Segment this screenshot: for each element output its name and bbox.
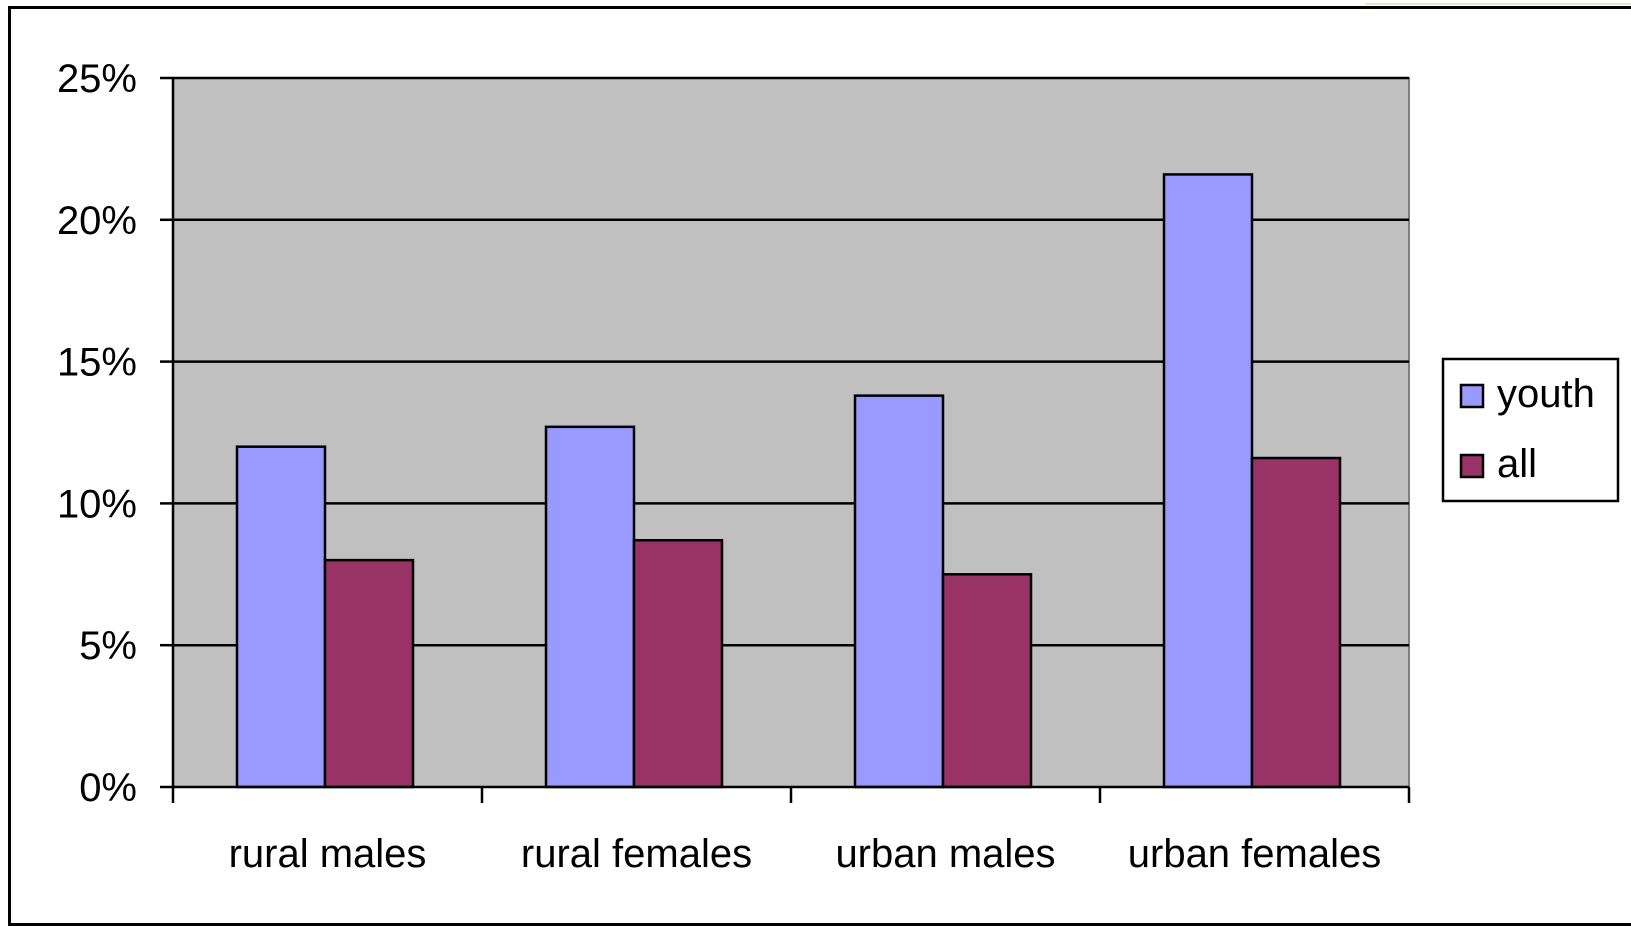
legend-box xyxy=(1441,357,1620,503)
legend: youth all xyxy=(1441,357,1620,503)
x-tick-labels: rural males rural females urban males urban… xyxy=(229,832,1382,876)
bars xyxy=(235,173,1342,789)
x-tick-label: urban females xyxy=(1128,832,1381,876)
x-tick-label: urban males xyxy=(835,832,1055,876)
legend-label-youth: youth xyxy=(1497,372,1595,416)
y-tick-label: 25% xyxy=(57,57,137,101)
bar-all xyxy=(941,573,1033,789)
bar-all xyxy=(632,539,724,789)
y-tick-label: 15% xyxy=(57,341,137,385)
y-tick-labels: 0% 5% 10% 15% 20% 25% xyxy=(57,57,137,810)
y-tick-label: 5% xyxy=(79,624,137,668)
bar-all xyxy=(323,558,415,789)
bar-youth xyxy=(853,394,945,789)
y-tick-label: 0% xyxy=(79,766,137,810)
y-tick-label: 20% xyxy=(57,199,137,243)
bar-youth xyxy=(544,425,636,789)
x-tick-label: rural females xyxy=(521,832,752,876)
legend-swatch-all xyxy=(1459,453,1485,479)
bar-youth xyxy=(235,445,327,789)
x-tick-label: rural males xyxy=(229,832,427,876)
legend-label-all: all xyxy=(1497,442,1537,486)
bar-all xyxy=(1250,456,1342,789)
corner-mark xyxy=(1365,0,1631,5)
legend-swatch-youth xyxy=(1459,383,1485,409)
y-tick-label: 10% xyxy=(57,482,137,526)
bar-youth xyxy=(1162,173,1254,789)
axes xyxy=(160,76,1411,803)
